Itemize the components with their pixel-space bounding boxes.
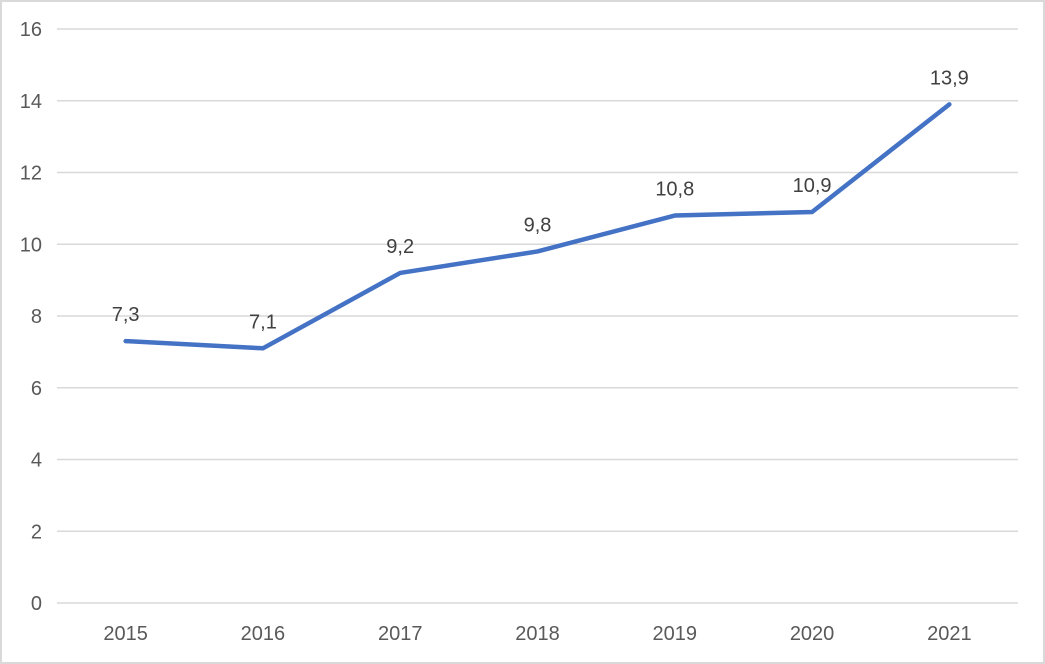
y-axis-labels: 0 2 4 6 8 10 12 14 16 xyxy=(20,19,42,615)
x-axis-tick-label: 2019 xyxy=(653,623,698,645)
x-axis-tick-label: 2021 xyxy=(927,623,972,645)
y-axis-tick-label: 14 xyxy=(20,91,42,113)
x-axis-tick-label: 2016 xyxy=(241,623,286,645)
y-axis-tick-label: 0 xyxy=(31,593,42,615)
y-axis-tick-label: 4 xyxy=(31,450,42,472)
data-labels: 7,3 7,1 9,2 9,8 10,8 10,9 13,9 xyxy=(112,67,969,333)
gridlines xyxy=(57,28,1018,604)
data-point-label: 9,8 xyxy=(524,214,552,236)
y-axis-tick-label: 6 xyxy=(31,378,42,400)
data-point-label: 10,9 xyxy=(793,175,832,197)
data-point-label: 7,3 xyxy=(112,304,140,326)
x-axis-tick-label: 2015 xyxy=(103,623,148,645)
y-axis-tick-label: 8 xyxy=(31,306,42,328)
x-axis-tick-label: 2018 xyxy=(515,623,560,645)
data-point-label: 7,1 xyxy=(249,311,277,333)
y-axis-tick-label: 16 xyxy=(20,19,42,41)
data-point-label: 13,9 xyxy=(930,67,969,89)
data-point-label: 9,2 xyxy=(386,236,414,258)
y-axis-tick-label: 2 xyxy=(31,521,42,543)
y-axis-tick-label: 10 xyxy=(20,234,42,256)
x-axis-tick-label: 2017 xyxy=(378,623,423,645)
series-line xyxy=(123,102,952,351)
data-point-label: 10,8 xyxy=(655,179,694,201)
y-axis-tick-label: 12 xyxy=(20,163,42,185)
x-axis-tick-label: 2020 xyxy=(790,623,835,645)
x-axis-labels: 2015 2016 2017 2018 2019 2020 2021 xyxy=(103,623,971,645)
